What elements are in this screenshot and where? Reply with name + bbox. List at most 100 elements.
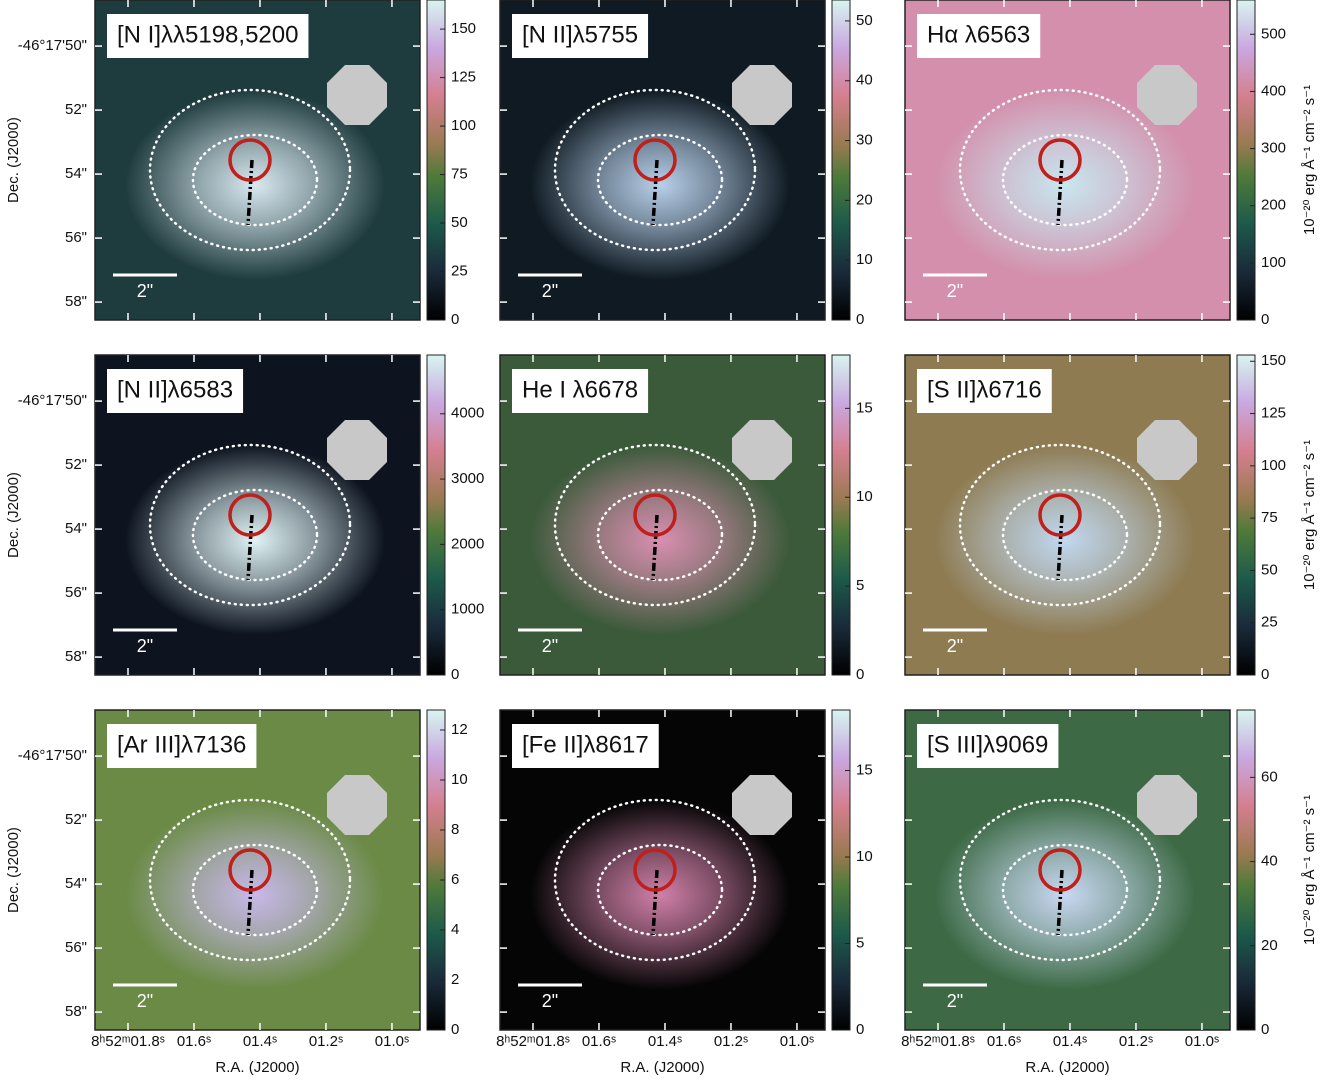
colorbar-tick-label: 200 xyxy=(1261,197,1286,214)
y-tick-label: -46°17'50" xyxy=(18,392,87,409)
colorbar-tick-label: 0 xyxy=(856,1021,864,1038)
y-tick-label: 54" xyxy=(65,520,87,537)
panel-title: [Ar III]λ7136 xyxy=(117,731,246,758)
colorbar xyxy=(427,355,445,675)
x-tick-label: 01.6ˢ xyxy=(987,1033,1021,1050)
x-tick-label: 8ʰ52ᵐ01.8ˢ xyxy=(496,1033,570,1050)
colorbar-label: 10⁻²⁰ erg Å⁻¹ cm⁻² s⁻¹ xyxy=(1301,85,1318,235)
x-tick-label: 01.2ˢ xyxy=(714,1033,748,1050)
x-tick-label: 01.0ˢ xyxy=(780,1033,814,1050)
colorbar-tick-label: 6 xyxy=(451,871,459,888)
colorbar-tick-label: 4000 xyxy=(451,405,484,422)
colorbar-tick-label: 125 xyxy=(1261,405,1286,422)
x-tick-label: 01.2ˢ xyxy=(1119,1033,1153,1050)
colorbar-tick-label: 1000 xyxy=(451,601,484,618)
colorbar-tick-label: 15 xyxy=(856,399,873,416)
y-tick-label: 52" xyxy=(65,811,87,828)
colorbar-tick-label: 3000 xyxy=(451,470,484,487)
colorbar-tick-label: 0 xyxy=(856,666,864,683)
colorbar-tick-label: 10 xyxy=(451,771,468,788)
colorbar-tick-label: 0 xyxy=(451,666,459,683)
y-tick-label: 58" xyxy=(65,1003,87,1020)
x-tick-label: 01.6ˢ xyxy=(177,1033,211,1050)
colorbar-tick-label: 125 xyxy=(451,69,476,86)
scale-bar-label: 2" xyxy=(542,636,558,656)
colorbar-tick-label: 20 xyxy=(856,191,873,208)
y-tick-label: 58" xyxy=(65,293,87,310)
masked-star xyxy=(732,420,792,480)
colorbar-tick-label: 0 xyxy=(451,311,459,328)
colorbar-tick-label: 30 xyxy=(856,132,873,149)
colorbar-tick-label: 5 xyxy=(856,934,864,951)
colorbar-tick-label: 300 xyxy=(1261,140,1286,157)
colorbar-tick-label: 15 xyxy=(856,762,873,779)
colorbar-label: 10⁻²⁰ erg Å⁻¹ cm⁻² s⁻¹ xyxy=(1301,440,1318,590)
masked-star xyxy=(732,775,792,835)
x-tick-label: 8ʰ52ᵐ01.8ˢ xyxy=(901,1033,975,1050)
colorbar-tick-label: 150 xyxy=(1261,352,1286,369)
scale-bar-label: 2" xyxy=(947,636,963,656)
y-tick-label: 56" xyxy=(65,229,87,246)
x-tick-label: 01.0ˢ xyxy=(375,1033,409,1050)
y-tick-label: 56" xyxy=(65,939,87,956)
x-tick-label: 01.0ˢ xyxy=(1185,1033,1219,1050)
colorbar-tick-label: 50 xyxy=(451,214,468,231)
y-tick-label: 56" xyxy=(65,584,87,601)
panel-title: [N I]λλ5198,5200 xyxy=(117,21,298,48)
figure: 2"[N I]λλ5198,5200-46°17'50"52"54"56"58"… xyxy=(0,0,1336,1082)
panel-title: He I λ6678 xyxy=(522,376,638,403)
colorbar-tick-label: 40 xyxy=(1261,853,1278,870)
colorbar-tick-label: 2000 xyxy=(451,535,484,552)
y-tick-label: -46°17'50" xyxy=(18,747,87,764)
y-axis-label: Dec. (J2000) xyxy=(5,117,22,203)
x-tick-label: 8ʰ52ᵐ01.8ˢ xyxy=(91,1033,165,1050)
colorbar-tick-label: 75 xyxy=(1261,509,1278,526)
colorbar-tick-label: 10 xyxy=(856,488,873,505)
colorbar-tick-label: 25 xyxy=(451,262,468,279)
masked-star xyxy=(732,65,792,125)
colorbar-tick-label: 12 xyxy=(451,721,468,738)
panel-title: [S III]λ9069 xyxy=(927,731,1048,758)
y-axis-label: Dec. (J2000) xyxy=(5,472,22,558)
colorbar xyxy=(1237,710,1255,1030)
panel-title: [Fe II]λ8617 xyxy=(522,731,649,758)
y-axis-label: Dec. (J2000) xyxy=(5,827,22,913)
x-axis-label: R.A. (J2000) xyxy=(215,1059,299,1076)
colorbar-tick-label: 100 xyxy=(1261,457,1286,474)
colorbar xyxy=(832,710,850,1030)
colorbar-tick-label: 0 xyxy=(856,311,864,328)
y-tick-label: 52" xyxy=(65,456,87,473)
masked-star xyxy=(1137,65,1197,125)
colorbar-tick-label: 500 xyxy=(1261,25,1286,42)
scale-bar-label: 2" xyxy=(137,281,153,301)
colorbar-tick-label: 25 xyxy=(1261,614,1278,631)
masked-star xyxy=(327,420,387,480)
colorbar-tick-label: 10 xyxy=(856,251,873,268)
colorbar-tick-label: 50 xyxy=(1261,561,1278,578)
colorbar-tick-label: 4 xyxy=(451,921,459,938)
colorbar-tick-label: 100 xyxy=(451,117,476,134)
colorbar-tick-label: 10 xyxy=(856,848,873,865)
colorbar-tick-label: 0 xyxy=(1261,311,1269,328)
scale-bar-label: 2" xyxy=(947,991,963,1011)
y-tick-label: 54" xyxy=(65,165,87,182)
y-tick-label: -46°17'50" xyxy=(18,37,87,54)
colorbar xyxy=(1237,355,1255,675)
colorbar-tick-label: 60 xyxy=(1261,768,1278,785)
scale-bar-label: 2" xyxy=(947,281,963,301)
colorbar xyxy=(1237,0,1255,320)
colorbar-tick-label: 100 xyxy=(1261,254,1286,271)
colorbar-tick-label: 50 xyxy=(856,12,873,29)
colorbar-tick-label: 0 xyxy=(1261,1021,1269,1038)
colorbar-tick-label: 8 xyxy=(451,821,459,838)
x-axis-label: R.A. (J2000) xyxy=(1025,1059,1109,1076)
panel-title: [N II]λ6583 xyxy=(117,376,233,403)
colorbar xyxy=(832,0,850,320)
colorbar-tick-label: 5 xyxy=(856,577,864,594)
panel-title: [S II]λ6716 xyxy=(927,376,1042,403)
colorbar-tick-label: 20 xyxy=(1261,937,1278,954)
x-tick-label: 01.2ˢ xyxy=(309,1033,343,1050)
scale-bar-label: 2" xyxy=(542,281,558,301)
x-tick-label: 01.4ˢ xyxy=(648,1033,682,1050)
scale-bar-label: 2" xyxy=(542,991,558,1011)
